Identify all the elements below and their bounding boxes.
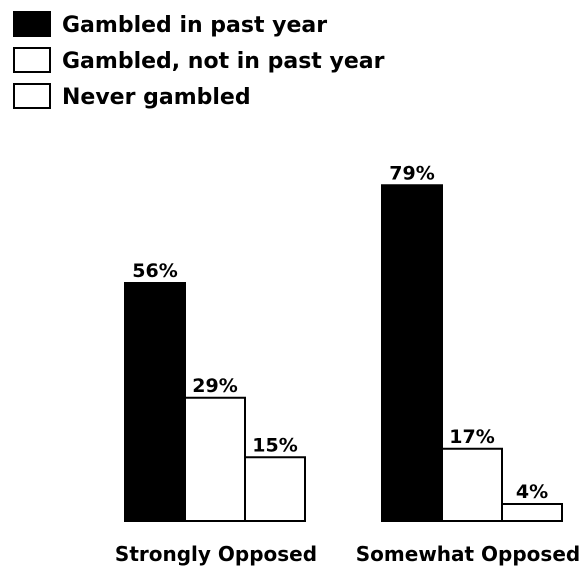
legend-label-gambled-not-in-past-year: Gambled, not in past year (62, 49, 385, 74)
value-label-strongly-opposed-gambled-not-in-past-year: 29% (192, 375, 237, 397)
legend-label-gambled-in-past-year: Gambled in past year (62, 13, 327, 38)
value-label-strongly-opposed-never-gambled: 15% (252, 434, 297, 456)
value-label-strongly-opposed-gambled-in-past-year: 56% (132, 260, 177, 282)
value-label-somewhat-opposed-gambled-in-past-year: 79% (389, 162, 434, 184)
legend-label-never-gambled: Never gambled (62, 85, 251, 110)
bar-strongly-opposed-gambled-not-in-past-year (184, 396, 246, 522)
bar-strongly-opposed-gambled-in-past-year (124, 282, 186, 522)
legend-swatch-gambled-in-past-year (13, 11, 51, 37)
bar-strongly-opposed-never-gambled (244, 456, 306, 522)
bars (124, 184, 563, 522)
value-label-somewhat-opposed-never-gambled: 4% (516, 481, 548, 503)
category-label-strongly-opposed: Strongly Opposed (115, 542, 317, 566)
legend-swatch-gambled-not-in-past-year (13, 47, 51, 73)
category-labels: Strongly Opposed Somewhat Opposed (115, 542, 580, 566)
bar-somewhat-opposed-gambled-in-past-year (381, 184, 443, 522)
legend: Gambled in past year Gambled, not in past… (13, 11, 385, 110)
category-label-somewhat-opposed: Somewhat Opposed (356, 542, 580, 566)
bar-somewhat-opposed-never-gambled (501, 503, 563, 522)
legend-swatch-never-gambled (13, 83, 51, 109)
bar-somewhat-opposed-gambled-not-in-past-year (441, 447, 503, 522)
value-label-somewhat-opposed-gambled-not-in-past-year: 17% (449, 426, 494, 448)
value-labels: 56% 29% 15% 79% 17% 4% (132, 162, 548, 503)
